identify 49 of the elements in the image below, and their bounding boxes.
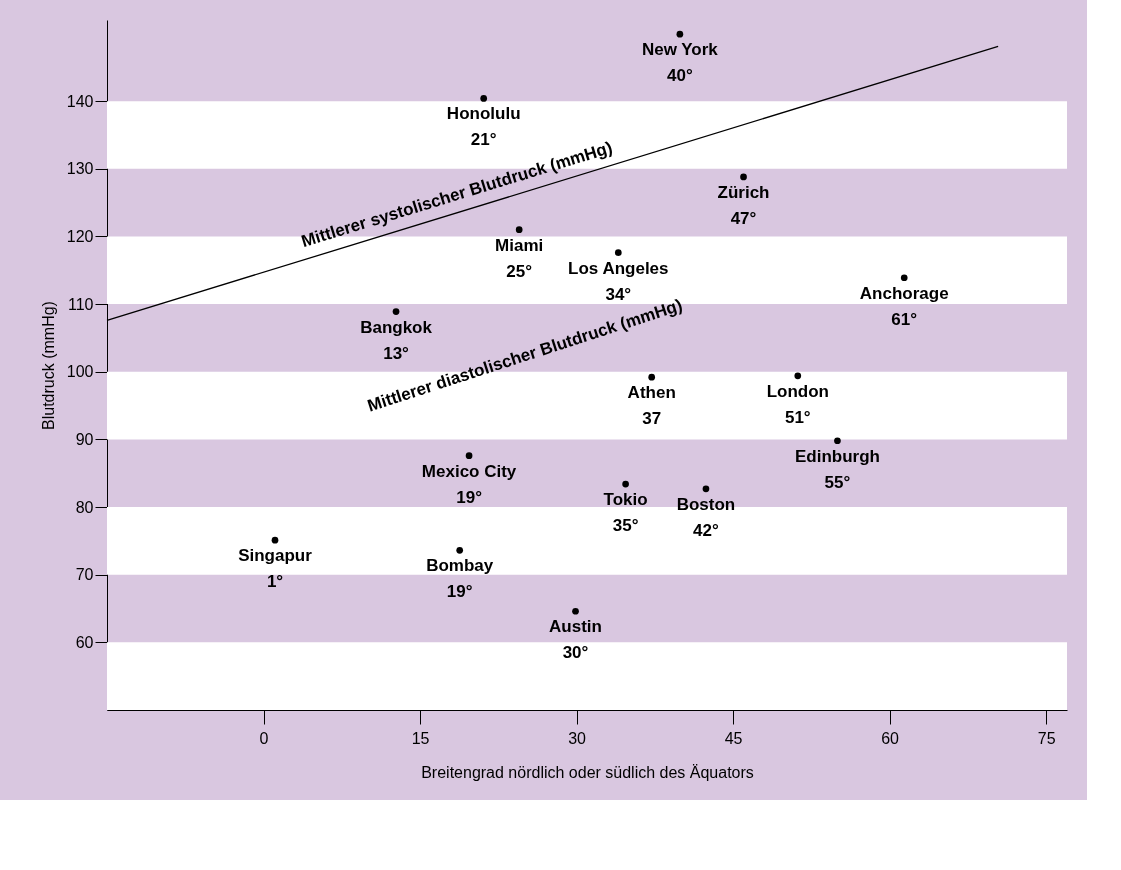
- point: [740, 173, 747, 181]
- x-tick-label: 60: [881, 729, 900, 747]
- point: [271, 536, 279, 544]
- y-axis-title: Blutdruck (mmHg): [39, 301, 57, 430]
- point: [794, 372, 802, 380]
- annotation: Bangkok 13°: [360, 317, 433, 363]
- point: [676, 30, 684, 38]
- point: [622, 480, 629, 488]
- y-tick-label: 110: [67, 295, 94, 313]
- point: [614, 249, 622, 257]
- point: [834, 437, 841, 445]
- point: [515, 226, 523, 234]
- annotation: Athen 37: [627, 383, 676, 429]
- y-tick-label: 130: [66, 160, 94, 178]
- y-tick-label: 90: [75, 430, 94, 448]
- annotation: Bombay 19°: [426, 556, 494, 602]
- annotation: Boston 42°: [676, 494, 736, 540]
- annotation: London 51°: [766, 381, 829, 427]
- x-tick-label: 15: [411, 729, 430, 747]
- annotation: Austin 30°: [549, 617, 602, 663]
- annotation: Los Angeles 34°: [568, 258, 669, 304]
- x-tick-label: 75: [1037, 729, 1056, 747]
- x-tick-label: 0: [259, 729, 269, 747]
- annotation: Singapur 1°: [238, 546, 313, 592]
- x-tick-label: 45: [724, 729, 743, 747]
- annotation: Anchorage 61°: [859, 283, 949, 329]
- x-axis-title: Breitengrad nördlich oder südlich des Äquators: [421, 763, 754, 781]
- x-tick-label: 30: [568, 729, 587, 747]
- annotation: Mexico City 19°: [421, 461, 517, 507]
- annotation: Zürich 47°: [717, 182, 770, 228]
- annotation: Edinburgh 55°: [794, 446, 880, 492]
- annotation: New York 40°: [641, 40, 719, 86]
- point: [480, 95, 488, 102]
- annotation: Tokio 35°: [603, 490, 648, 536]
- y-tick-label: 120: [66, 227, 94, 245]
- y-tick-label: 100: [66, 363, 94, 381]
- annotation: Honolulu 21°: [446, 104, 521, 150]
- point: [456, 547, 464, 554]
- y-tick-label: 140: [66, 92, 94, 110]
- point: [900, 274, 908, 282]
- y-tick-label: 60: [75, 633, 94, 651]
- point: [702, 485, 710, 493]
- y-tick-label: 80: [75, 498, 94, 516]
- point: [392, 308, 400, 315]
- point: [648, 373, 656, 381]
- y-tick-label: 70: [75, 566, 94, 584]
- annotation: Miami 25°: [495, 235, 544, 281]
- point: [465, 452, 473, 459]
- point: [572, 607, 579, 615]
